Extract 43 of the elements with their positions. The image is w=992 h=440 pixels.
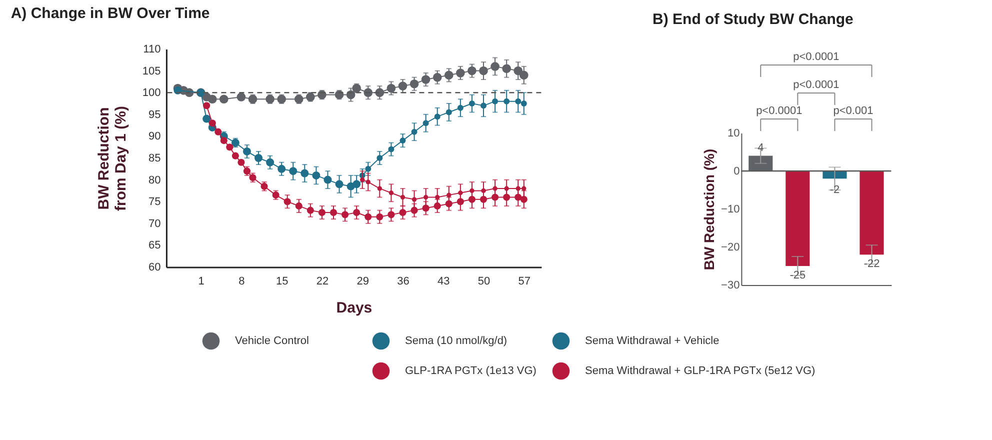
chart-title: A) Change in BW Over Time [10,5,210,22]
legend-label: GLP-1RA PGTx (1e13 VG) [405,365,536,377]
y-tick-label: 0 [734,166,740,178]
y-tick-label: 80 [148,174,161,186]
x-tick-label: 15 [276,276,288,288]
y-tick-label: −20 [721,242,740,254]
y-axis-title: BW Reduction (%) [701,148,718,270]
y-tick-label: −10 [721,204,740,216]
chart-title: B) End of Study BW Change [652,11,854,28]
y-tick-label: −30 [721,280,740,292]
x-tick-label: 8 [238,276,245,288]
data-label: -2 [830,184,840,196]
text: p<0.0001 [756,105,802,117]
x-tick-label: 36 [397,276,410,288]
x-tick-label: 57 [518,276,531,288]
data-label: 4 [758,142,764,154]
x-tick-label: 1 [198,276,204,288]
legend-label: Vehicle Control [235,335,309,347]
y-tick-label: 90 [148,130,161,143]
x-tick-label: 43 [438,276,450,288]
y-tick-label: 95 [148,108,161,121]
y-tick-label: 105 [142,65,161,78]
x-tick-label: 22 [316,276,329,288]
y-tick-label: 85 [148,152,161,164]
y-tick-label: 65 [148,240,161,252]
y-tick-label: 100 [142,87,161,100]
text: p<0.0001 [793,51,840,63]
y-tick-label: 10 [727,128,740,140]
x-tick-label: 29 [356,276,369,288]
y-axis-title: BW Reduction from Day 1 (%) [95,106,130,212]
legend-label: Sema Withdrawal + Vehicle [585,335,720,347]
data-label: -25 [790,270,806,282]
data-label: -22 [864,258,880,270]
x-axis-title: Days [336,300,372,316]
y-tick-label: 60 [148,262,161,274]
legend-label: Sema Withdrawal + GLP-1RA PGTx (5e12 VG) [585,365,816,377]
y-tick-label: 70 [148,218,161,230]
text: p<0.001 [833,105,874,117]
y-tick-label: 75 [148,196,161,208]
x-tick-label: 50 [478,276,490,288]
text: p<0.0001 [793,79,840,91]
legend-label: Sema (10 nmol/kg/d) [405,335,508,347]
y-tick-label: 110 [143,44,161,56]
